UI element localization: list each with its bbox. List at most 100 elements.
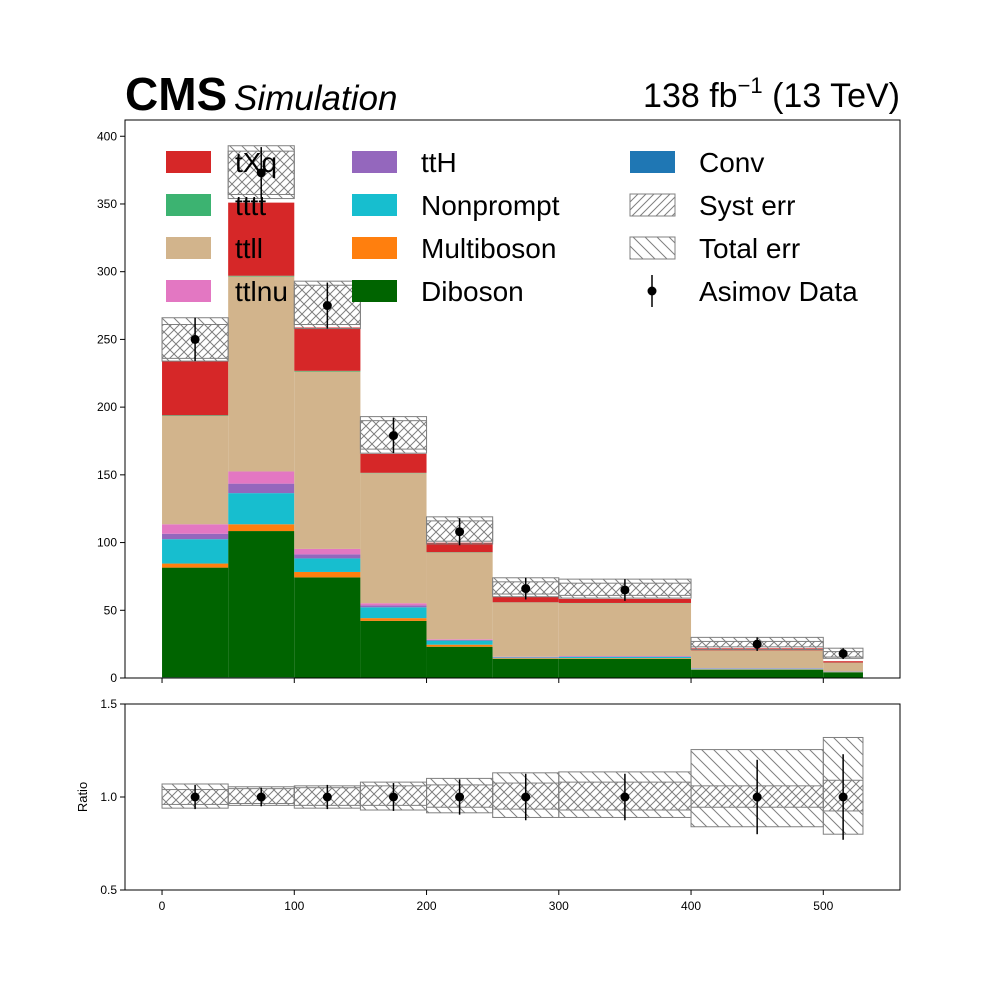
bar-diboson-bin-0 [162, 567, 229, 678]
ratio-ytick-label-1: 1.0 [100, 790, 117, 804]
bar-ttll-bin-7 [691, 650, 824, 669]
ratio-point-1 [256, 792, 266, 802]
data-point-8 [838, 649, 848, 659]
ratio-point-7 [752, 792, 762, 802]
ratio-axes: 0.5 1.0 1.5 0 100 200 300 400 500 [100, 697, 901, 913]
legend-swatch-tttt [166, 194, 211, 216]
bar-diboson-bin-8 [823, 672, 863, 678]
data-point-7 [752, 639, 762, 649]
ratio-point-3 [388, 792, 398, 802]
bar-txq-bin-0 [162, 361, 229, 416]
main-ytick-label-300: 300 [97, 265, 117, 279]
bar-tttt-bin-2 [294, 370, 361, 372]
data-point-1 [256, 168, 266, 178]
bar-nonprompt-bin-3 [360, 607, 427, 619]
legend-label-syst-err: Syst err [699, 190, 795, 221]
bar-txq-bin-3 [360, 453, 427, 473]
ratio-ytick-label-0: 0.5 [100, 883, 117, 897]
data-point-2 [322, 301, 332, 311]
bar-txq-bin-4 [426, 542, 493, 553]
legend-swatch-ttll [166, 237, 211, 259]
bar-txq-bin-8 [823, 661, 863, 663]
legend-label-ttll: ttll [235, 233, 263, 264]
bar-nonprompt-bin-4 [426, 640, 493, 645]
bar-txq-bin-2 [294, 327, 361, 371]
bar-diboson-bin-6 [558, 658, 692, 678]
ratio-data-points [190, 754, 848, 840]
legend-swatch-nonprompt [352, 194, 397, 216]
legend-swatch-asimov-data [647, 286, 657, 296]
legend-swatch-multiboson [352, 237, 397, 259]
ratio-xtick-label-500: 500 [813, 899, 833, 913]
bar-multiboson-bin-0 [162, 563, 229, 568]
bar-multiboson-bin-2 [294, 571, 361, 578]
legend-label-tth: ttH [421, 147, 457, 178]
ratio-xtick-label-100: 100 [284, 899, 304, 913]
bar-tth-bin-2 [294, 554, 361, 559]
bar-diboson-bin-3 [360, 620, 427, 678]
simulation-label: Simulation [234, 79, 397, 118]
bar-ttlnu-bin-1 [228, 471, 295, 484]
legend-label-nonprompt: Nonprompt [421, 190, 560, 221]
bar-diboson-bin-2 [294, 577, 361, 678]
bar-diboson-bin-1 [228, 531, 295, 678]
ratio-point-6 [620, 792, 630, 802]
bar-nonprompt-bin-6 [558, 656, 692, 659]
ratio-point-5 [521, 792, 531, 802]
ratio-axis-label: Ratio [75, 782, 90, 812]
main-ytick-label-0: 0 [110, 671, 117, 685]
main-plot-frame [124, 119, 901, 679]
main-ytick-label-50: 50 [104, 603, 118, 617]
ratio-xtick-label-200: 200 [417, 899, 437, 913]
legend-label-ttlnu: ttlnu [235, 276, 288, 307]
bar-ttll-bin-4 [426, 552, 493, 640]
bar-tttt-bin-1 [228, 275, 295, 277]
data-point-3 [388, 431, 398, 441]
ratio-xtick-label-0: 0 [159, 899, 166, 913]
bar-diboson-bin-4 [426, 646, 493, 678]
data-point-4 [455, 527, 465, 537]
bar-tth-bin-1 [228, 483, 295, 494]
data-point-6 [620, 585, 630, 595]
bar-ttlnu-bin-2 [294, 548, 361, 555]
legend-label-conv: Conv [699, 147, 764, 178]
legend-label-total-err: Total err [699, 233, 800, 264]
legend-swatch-syst-err [629, 193, 676, 217]
main-ytick-label-150: 150 [97, 468, 117, 482]
bar-ttlnu-bin-3 [360, 603, 427, 606]
stacked-histogram [162, 202, 863, 678]
bar-txq-bin-5 [492, 596, 559, 603]
bar-diboson-bin-5 [492, 658, 559, 678]
cms-label: CMS [125, 68, 227, 120]
legend-label-diboson: Diboson [421, 276, 524, 307]
bar-ttll-bin-8 [823, 662, 863, 672]
bar-ttll-bin-1 [228, 276, 295, 472]
bar-nonprompt-bin-0 [162, 539, 229, 564]
data-point-5 [521, 584, 531, 594]
bar-tth-bin-0 [162, 533, 229, 540]
bar-nonprompt-bin-1 [228, 493, 295, 525]
bar-ttlnu-bin-0 [162, 524, 229, 534]
main-ytick-label-200: 200 [97, 400, 117, 414]
bar-txq-bin-6 [558, 598, 692, 603]
legend: tXq tttt ttll ttlnu ttH Nonprompt Multiboson Di… [166, 147, 858, 307]
lumi-label: 138 fb−1 (13 TeV) [643, 73, 900, 115]
bar-ttll-bin-5 [492, 602, 559, 657]
legend-swatch-total-err [629, 236, 676, 260]
bar-multiboson-bin-1 [228, 524, 295, 532]
ratio-xtick-label-400: 400 [681, 899, 701, 913]
asimov-data-points [190, 147, 848, 660]
bar-ttll-bin-3 [360, 473, 427, 604]
legend-swatch-conv [630, 151, 675, 173]
ratio-point-8 [838, 792, 848, 802]
ratio-point-2 [322, 792, 332, 802]
bar-ttll-bin-6 [558, 603, 692, 657]
bar-nonprompt-bin-5 [492, 657, 559, 659]
legend-swatch-diboson [352, 280, 397, 302]
bar-nonprompt-bin-2 [294, 558, 361, 572]
ratio-ytick-label-2: 1.5 [100, 697, 117, 711]
legend-label-multiboson: Multiboson [421, 233, 556, 264]
legend-swatch-tth [352, 151, 397, 173]
bar-ttll-bin-2 [294, 371, 361, 549]
